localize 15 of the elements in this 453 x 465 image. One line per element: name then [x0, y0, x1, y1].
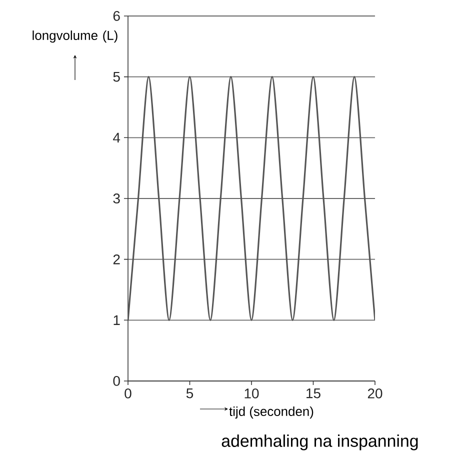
- y-axis-title: longvolume (L): [32, 30, 118, 43]
- x-tick-label: 10: [244, 388, 259, 398]
- x-axis-title: tijd (seconden): [229, 406, 314, 419]
- y-tick-label: 2: [113, 254, 120, 264]
- x-tick-label: 20: [368, 388, 382, 398]
- y-tick-label: 5: [113, 72, 120, 82]
- x-tick-label: 0: [124, 388, 132, 398]
- y-tick-label: 0: [113, 376, 120, 386]
- text: ademhaling na inspanning: [222, 434, 418, 450]
- y-tick-label: 4: [113, 132, 120, 142]
- y-tick-label: 1: [114, 315, 120, 325]
- y-tick-label: 3: [113, 194, 120, 204]
- y-tick-label: 6: [113, 11, 120, 21]
- x-tick-label: 5: [186, 388, 194, 398]
- x-tick-label: 15: [306, 388, 320, 398]
